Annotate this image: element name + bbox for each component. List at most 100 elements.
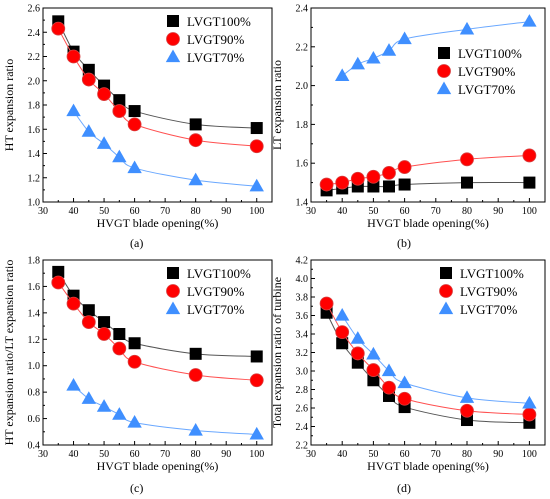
data-point-a-1 <box>112 104 127 118</box>
data-point-b-1 <box>397 160 412 174</box>
data-point-b-2 <box>459 21 475 35</box>
caption-a: (a) <box>130 236 144 250</box>
y-tick-label-d: 2.2 <box>296 441 309 452</box>
data-point-c-2 <box>127 415 142 428</box>
data-point-b-2 <box>381 43 397 56</box>
legend-marker-c-1 <box>166 284 180 298</box>
legend-marker-d-1 <box>439 284 453 298</box>
legend-marker-b-0 <box>438 47 450 59</box>
data-point-b-1 <box>319 177 334 192</box>
legend-a: LVGT100% LVGT90% LVGT70% <box>165 14 251 65</box>
legend-marker-b-1 <box>437 64 451 78</box>
data-point-a-1 <box>97 87 111 101</box>
x-tick-label-c: 60 <box>130 449 140 460</box>
legend-label-a-1: LVGT90% <box>187 32 244 47</box>
x-tick-label-d: 100 <box>522 449 537 460</box>
data-point-a-0 <box>113 94 126 107</box>
data-point-d-2 <box>350 331 365 344</box>
x-tick-label-c: 70 <box>160 449 170 460</box>
legend-d: LVGT100% LVGT90% LVGT70% <box>438 266 524 317</box>
legend-c: LVGT100% LVGT90% LVGT70% <box>165 266 251 317</box>
data-point-c-0 <box>189 347 202 360</box>
data-point-a-0 <box>82 63 95 76</box>
y-tick-label-b: 2.4 <box>296 4 309 15</box>
y-tick-label-d: 4.0 <box>296 274 309 285</box>
x-tick-label-c: 90 <box>221 449 231 460</box>
data-point-a-1 <box>127 117 142 132</box>
x-axis-label-c: HVGT blade opening(%) <box>97 459 219 473</box>
data-point-b-0 <box>398 178 411 191</box>
y-axis-label-b: LT expansion ratio <box>270 60 284 150</box>
data-point-d-0 <box>461 414 473 427</box>
data-point-c-0 <box>113 328 126 340</box>
legend-marker-c-0 <box>167 267 179 279</box>
data-point-a-2 <box>112 149 127 163</box>
legend-label-a-2: LVGT70% <box>187 50 244 65</box>
x-axis-label-a: HVGT blade opening(%) <box>97 216 219 230</box>
y-axis-label-c: HT expansion ratio/LT expansion ratio <box>2 260 16 446</box>
data-point-b-2 <box>350 56 365 70</box>
data-point-a-2 <box>96 136 112 149</box>
y-tick-label-d: 3.8 <box>296 293 309 304</box>
data-point-a-0 <box>250 122 263 135</box>
y-tick-label-a: 1.8 <box>28 101 41 112</box>
y-tick-label-d: 3.4 <box>296 330 309 341</box>
x-tick-label-b: 80 <box>462 206 472 217</box>
data-point-d-2 <box>366 346 381 360</box>
data-point-d-1 <box>335 325 350 340</box>
x-tick-label-d: 90 <box>493 449 503 460</box>
data-point-b-2 <box>397 31 412 45</box>
data-point-c-2 <box>81 391 96 404</box>
y-tick-label-b: 1.6 <box>296 159 309 170</box>
data-point-a-2 <box>66 103 81 117</box>
data-point-b-1 <box>382 165 396 180</box>
data-point-a-2 <box>81 124 96 137</box>
x-tick-label-c: 50 <box>99 449 109 460</box>
x-tick-label-d: 80 <box>462 449 472 460</box>
y-tick-label-d: 3.2 <box>296 348 309 359</box>
panel-c: 30 40 50 60 70 80 90 100 0.4 0.6 0.8 1.0 1.2 1.4 1.6 1.… <box>2 256 273 473</box>
data-point-c-0 <box>128 337 141 350</box>
legend-label-d-2: LVGT70% <box>460 302 517 317</box>
x-tick-label-d: 60 <box>400 449 410 460</box>
legend-label-c-1: LVGT90% <box>187 284 244 299</box>
y-tick-label-a: 1.0 <box>28 198 41 209</box>
x-tick-label-a: 100 <box>249 206 264 217</box>
x-tick-label-a: 80 <box>191 206 201 217</box>
data-point-c-0 <box>98 316 111 329</box>
data-point-d-2 <box>522 395 537 409</box>
data-point-c-1 <box>127 354 142 369</box>
data-point-c-1 <box>81 315 96 330</box>
data-point-b-2 <box>366 50 381 64</box>
y-tick-label-d: 2.6 <box>296 404 309 415</box>
panel-d: 30 40 50 60 70 80 90 100 2.2 2.4 2.6 2.8 3.0 3.2 3.4 3.… <box>270 256 546 473</box>
legend-marker-a-1 <box>166 32 180 46</box>
y-tick-label-a: 2.6 <box>28 4 41 15</box>
x-tick-label-c: 100 <box>249 449 264 460</box>
data-point-d-1 <box>397 391 412 406</box>
data-point-c-2 <box>188 422 203 436</box>
x-tick-label-a: 40 <box>69 206 79 217</box>
x-tick-label-a: 70 <box>160 206 170 217</box>
data-point-c-1 <box>51 275 66 290</box>
data-point-c-1 <box>249 373 264 388</box>
data-point-b-0 <box>523 176 536 189</box>
data-point-a-1 <box>81 72 96 87</box>
x-tick-label-c: 80 <box>191 449 201 460</box>
panel-a: 30 40 50 60 70 80 90 100 1.0 1.2 1.4 1.6 1.8 2.0 2.2 2.… <box>2 4 273 230</box>
y-tick-label-c: 1.2 <box>28 335 41 346</box>
data-point-c-1 <box>97 327 111 341</box>
data-point-a-2 <box>127 160 142 174</box>
y-tick-label-c: 0.6 <box>28 414 41 425</box>
x-tick-label-c: 30 <box>38 449 48 460</box>
y-tick-label-d: 3.0 <box>296 367 309 378</box>
data-point-c-2 <box>112 407 127 420</box>
data-point-c-1 <box>66 296 81 311</box>
caption-b: (b) <box>397 236 411 250</box>
y-axis-label-d: Total expansion ratio of turbine <box>270 277 284 428</box>
data-point-a-2 <box>249 178 264 192</box>
x-tick-label-b: 90 <box>493 206 503 217</box>
data-point-d-2 <box>459 390 475 403</box>
